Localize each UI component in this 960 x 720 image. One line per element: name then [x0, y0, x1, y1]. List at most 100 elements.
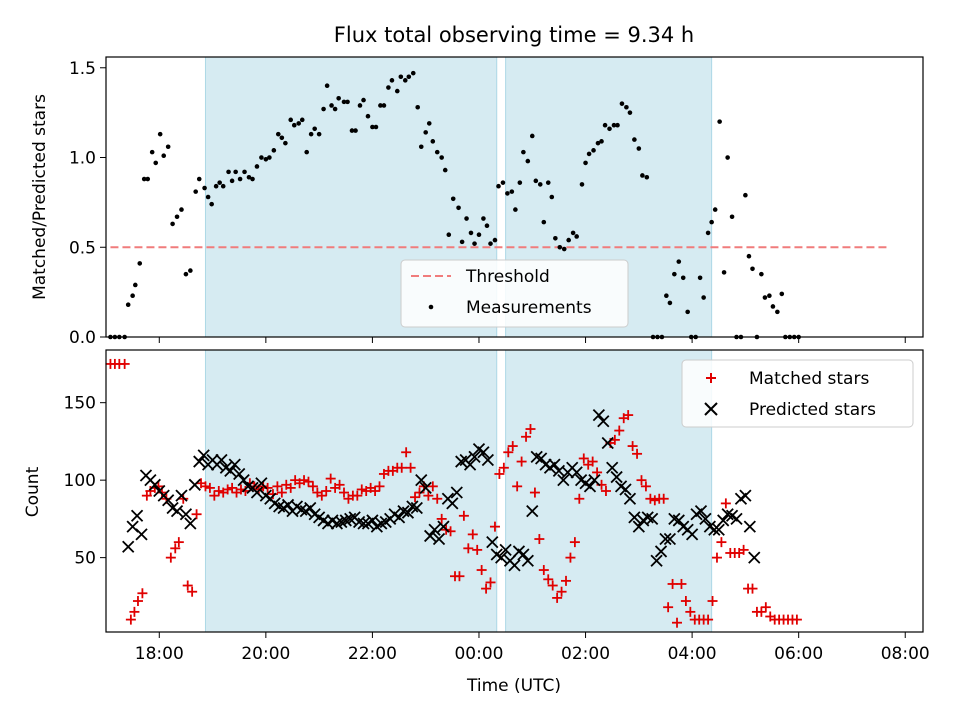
measurement-point-124 [615, 122, 620, 128]
bottom-predicted-points [122, 408, 761, 572]
measurement-point-70 [394, 88, 400, 94]
matched-point-113 [600, 486, 611, 496]
measurement-point-110 [557, 244, 563, 250]
measurement-point-156 [750, 266, 755, 272]
predicted-point-99 [557, 474, 570, 487]
predicted-point-82 [481, 453, 494, 467]
measurement-point-131 [644, 174, 650, 180]
matched-point-149 [760, 602, 771, 613]
matched-point-84 [472, 544, 483, 555]
top-legend-box [400, 259, 629, 328]
measurement-point-147 [712, 207, 718, 212]
matched-point-74 [427, 481, 438, 492]
measurement-point-63 [365, 113, 371, 119]
matched-point-75 [432, 493, 443, 504]
predicted-point-72 [437, 520, 450, 533]
measurement-point-41 [275, 131, 281, 137]
measurement-point-160 [767, 293, 772, 299]
predicted-point-66 [410, 501, 423, 515]
matched-point-111 [592, 467, 603, 478]
predicted-point-130 [694, 505, 708, 518]
x-tick-label-1: 18:00 [135, 644, 184, 664]
measurement-point-20 [188, 268, 193, 273]
measurement-point-98 [509, 189, 515, 194]
legend-matched-label: Matched stars [749, 369, 869, 389]
x-axis-label: Time (UTC) [466, 676, 561, 696]
matched-point-29 [227, 482, 238, 493]
predicted-point-24 [224, 464, 237, 477]
predicted-point-108 [597, 415, 610, 428]
matched-point-25 [209, 490, 220, 501]
matched-point-38 [267, 489, 278, 500]
matched-point-39 [272, 481, 283, 492]
predicted-point-69 [423, 529, 437, 543]
matched-point-88 [489, 521, 500, 532]
measurement-point-80 [434, 149, 440, 155]
measurement-point-88 [468, 230, 474, 236]
predicted-point-131 [699, 512, 712, 526]
top-measurement-points [108, 70, 801, 340]
measurement-point-108 [549, 194, 555, 200]
matched-point-124 [649, 495, 660, 506]
top-panel: 0.0 0.5 1.0 1.5 Matched/Predicted stars Thr… [30, 56, 924, 348]
bottom-y-tick-label-2: 100 [64, 471, 96, 491]
bottom-legend: Matched stars Predicted stars [681, 359, 914, 428]
predicted-point-120 [650, 554, 663, 567]
measurement-point-107 [545, 180, 551, 185]
measurement-point-106 [541, 219, 547, 225]
measurement-point-128 [632, 137, 637, 142]
measurement-point-92 [484, 223, 490, 229]
measurement-point-24 [205, 194, 211, 200]
matched-point-6 [129, 606, 140, 617]
matched-point-140 [720, 498, 731, 509]
measurement-point-139 [680, 275, 686, 281]
measurement-point-77 [423, 130, 428, 135]
measurement-point-73 [406, 74, 412, 80]
measurement-point-69 [389, 78, 395, 83]
measurement-point-89 [472, 241, 477, 246]
predicted-point-121 [654, 545, 668, 558]
measurement-point-144 [701, 295, 706, 300]
matched-point-100 [543, 574, 554, 585]
predicted-point-70 [428, 523, 441, 536]
matched-point-123 [645, 493, 656, 504]
top-y-tick-label-1: 0.0 [69, 328, 96, 348]
measurement-point-15 [165, 144, 171, 150]
measurement-point-84 [450, 196, 456, 202]
measurement-point-26 [213, 183, 219, 189]
predicted-point-85 [495, 551, 508, 564]
measurement-point-12 [153, 160, 159, 166]
measurement-point-22 [196, 176, 202, 182]
measurement-point-61 [357, 103, 363, 108]
measurement-point-112 [566, 237, 571, 243]
measurement-point-81 [439, 155, 444, 160]
top-y-tick-label-4: 1.5 [69, 59, 96, 79]
measurement-point-5 [125, 302, 131, 307]
matched-point-70 [410, 492, 421, 503]
matched-point-45 [299, 475, 310, 486]
matched-point-23 [200, 481, 211, 492]
measurement-point-6 [130, 293, 135, 299]
measurement-point-27 [217, 180, 222, 185]
matched-point-54 [338, 487, 349, 498]
matched-point-36 [258, 481, 269, 492]
matched-point-107 [574, 493, 585, 504]
matched-point-53 [334, 479, 345, 490]
matched-point-40 [276, 487, 287, 498]
measurement-point-99 [513, 207, 518, 212]
matched-point-91 [503, 447, 514, 458]
matched-point-82 [463, 543, 474, 554]
measurement-point-16 [170, 221, 175, 227]
predicted-point-12 [170, 505, 184, 518]
measurement-point-96 [500, 180, 506, 185]
measurement-point-42 [279, 135, 285, 141]
predicted-point-81 [477, 446, 490, 459]
measurement-point-113 [570, 230, 576, 236]
predicted-point-138 [730, 512, 743, 526]
predicted-point-54 [357, 517, 370, 530]
matched-point-24 [204, 482, 215, 493]
top-legend: Threshold Measurements [400, 259, 629, 328]
measurement-point-17 [174, 214, 180, 220]
measurement-point-116 [583, 160, 588, 166]
matched-point-50 [321, 486, 332, 496]
